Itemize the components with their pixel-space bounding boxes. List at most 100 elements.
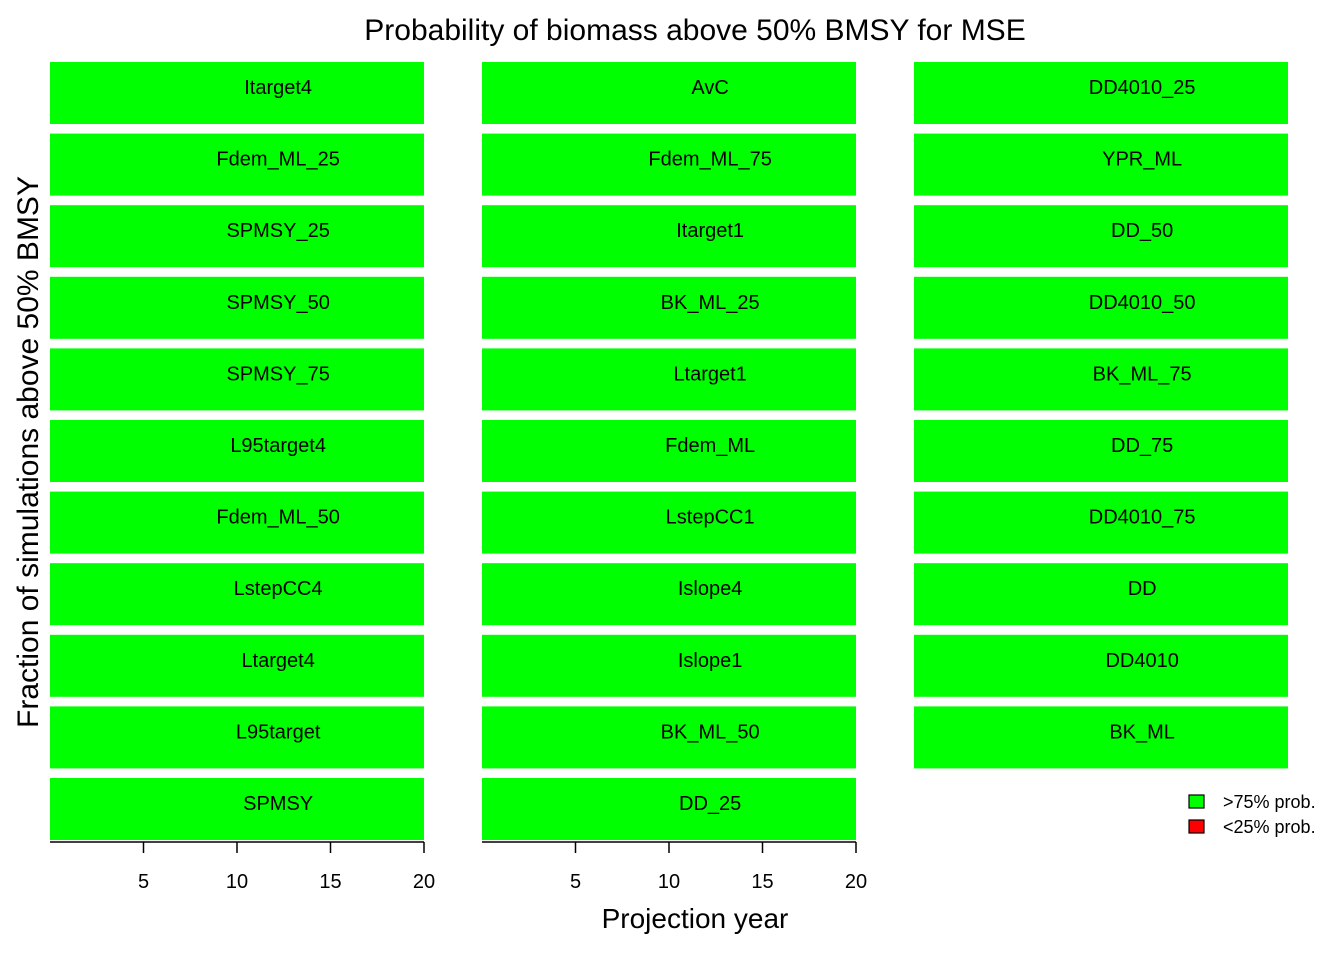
panel-fill-SPMSY_25 (50, 205, 424, 268)
panel-L95target: L95target (50, 706, 424, 769)
panel-fill-YPR_ML (914, 133, 1288, 196)
x-axis-label: Projection year (602, 903, 789, 934)
panel-label-DD_50: DD_50 (1111, 220, 1173, 242)
panel-label-BK_ML: BK_ML (1109, 721, 1175, 743)
panel-Islope4: Islope4 (482, 563, 856, 626)
panel-label-DD: DD (1128, 578, 1157, 600)
x-tick-label: 10 (226, 871, 248, 893)
panel-label-SPMSY_25: SPMSY_25 (226, 220, 329, 242)
panel-label-Itarget4: Itarget4 (244, 77, 312, 99)
panel-fill-DD4010_25 (914, 62, 1288, 124)
panel-DD4010_25: DD4010_25 (914, 62, 1288, 124)
panel-BK_ML_75: BK_ML_75 (914, 348, 1288, 411)
panel-label-Itarget1: Itarget1 (676, 220, 744, 242)
panel-Ltarget4: Ltarget4 (50, 634, 424, 697)
panel-label-SPMSY_75: SPMSY_75 (226, 363, 329, 385)
panel-label-BK_ML_50: BK_ML_50 (661, 721, 760, 743)
panel-YPR_ML: YPR_ML (914, 133, 1288, 196)
panel-label-Fdem_ML: Fdem_ML (665, 435, 755, 457)
chart-title: Probability of biomass above 50% BMSY fo… (364, 14, 1025, 47)
panel-L95target4: L95target4 (50, 420, 424, 482)
panel-fill-DD_25 (482, 778, 856, 840)
panel-label-Fdem_ML_50: Fdem_ML_50 (216, 507, 339, 529)
x-tick-label: 20 (845, 871, 867, 893)
legend-swatch (1188, 794, 1205, 809)
panel-LstepCC1: LstepCC1 (482, 491, 856, 554)
panel-label-DD4010_50: DD4010_50 (1089, 292, 1196, 314)
panel-Fdem_ML_50: Fdem_ML_50 (50, 491, 424, 554)
panel-SPMSY_50: SPMSY_50 (50, 276, 424, 339)
panel-fill-LstepCC4 (50, 563, 424, 626)
legend-item: <25% prob. (1188, 817, 1316, 837)
panel-label-SPMSY_50: SPMSY_50 (226, 292, 329, 314)
panel-grid: Itarget4 Fdem_ML_25 SPMSY_25 SPMSY_50 SPMSY_… (50, 62, 1288, 840)
x-tick-label: 20 (413, 871, 435, 893)
panel-label-SPMSY: SPMSY (243, 793, 313, 815)
panel-SPMSY_25: SPMSY_25 (50, 205, 424, 268)
legend: >75% prob. <25% prob. (1188, 792, 1316, 837)
panel-LstepCC4: LstepCC4 (50, 563, 424, 626)
panel-fill-DD_50 (914, 205, 1288, 268)
panel-SPMSY_75: SPMSY_75 (50, 348, 424, 411)
panel-label-Ltarget4: Ltarget4 (241, 650, 314, 672)
panel-fill-DD (914, 563, 1288, 626)
panel-Itarget1: Itarget1 (482, 205, 856, 268)
panel-fill-Itarget4 (50, 62, 424, 124)
panel-label-DD4010_75: DD4010_75 (1089, 507, 1196, 529)
panel-DD4010: DD4010 (914, 634, 1288, 697)
panel-DD_25: DD_25 (482, 778, 856, 840)
panel-fill-Islope1 (482, 634, 856, 697)
x-tick-label: 5 (138, 871, 149, 893)
panel-label-L95target: L95target (236, 721, 321, 743)
panel-DD: DD (914, 563, 1288, 626)
panel-Fdem_ML_75: Fdem_ML_75 (482, 133, 856, 196)
panel-fill-AvC (482, 62, 856, 124)
panel-fill-DD4010 (914, 634, 1288, 697)
x-axes: 5 10 15 20 5 10 15 20 (50, 841, 867, 893)
legend-label: <25% prob. (1223, 817, 1316, 837)
panel-fill-LstepCC1 (482, 491, 856, 554)
panel-DD4010_50: DD4010_50 (914, 276, 1288, 339)
panel-DD4010_75: DD4010_75 (914, 491, 1288, 554)
panel-fill-Fdem_ML_50 (50, 491, 424, 554)
panel-label-BK_ML_75: BK_ML_75 (1093, 363, 1192, 385)
panel-BK_ML: BK_ML (914, 706, 1288, 769)
panel-label-DD_75: DD_75 (1111, 435, 1173, 457)
panel-fill-BK_ML_75 (914, 348, 1288, 411)
panel-fill-DD4010_50 (914, 276, 1288, 339)
panel-DD_50: DD_50 (914, 205, 1288, 268)
panel-DD_75: DD_75 (914, 420, 1288, 482)
panel-fill-Ltarget1 (482, 348, 856, 411)
panel-fill-Ltarget4 (50, 634, 424, 697)
panel-label-Islope4: Islope4 (678, 578, 743, 600)
panel-Islope1: Islope1 (482, 634, 856, 697)
legend-item: >75% prob. (1188, 792, 1316, 812)
panel-fill-DD_75 (914, 420, 1288, 482)
panel-label-YPR_ML: YPR_ML (1102, 149, 1182, 171)
x-tick-label: 15 (319, 871, 341, 893)
panel-fill-Islope4 (482, 563, 856, 626)
panel-fill-DD4010_75 (914, 491, 1288, 554)
panel-fill-SPMSY_50 (50, 276, 424, 339)
panel-fill-BK_ML_25 (482, 276, 856, 339)
y-axis-label: Fraction of simulations above 50% BMSY (12, 176, 45, 728)
panel-SPMSY: SPMSY (50, 778, 424, 840)
x-axis-2: 5 10 15 20 (482, 841, 867, 893)
panel-fill-Fdem_ML_25 (50, 133, 424, 196)
panel-Fdem_ML_25: Fdem_ML_25 (50, 133, 424, 196)
panel-fill-Fdem_ML_75 (482, 133, 856, 196)
panel-Itarget4: Itarget4 (50, 62, 424, 124)
panel-Fdem_ML: Fdem_ML (482, 420, 856, 482)
panel-fill-SPMSY_75 (50, 348, 424, 411)
panel-fill-Itarget1 (482, 205, 856, 268)
panel-label-LstepCC4: LstepCC4 (234, 578, 323, 600)
panel-BK_ML_25: BK_ML_25 (482, 276, 856, 339)
panel-label-DD4010: DD4010 (1105, 650, 1178, 672)
x-tick-label: 5 (570, 871, 581, 893)
legend-label: >75% prob. (1223, 792, 1316, 812)
x-tick-label: 10 (658, 871, 680, 893)
panel-fill-BK_ML (914, 706, 1288, 769)
x-tick-label: 15 (751, 871, 773, 893)
legend-swatch (1188, 819, 1205, 834)
